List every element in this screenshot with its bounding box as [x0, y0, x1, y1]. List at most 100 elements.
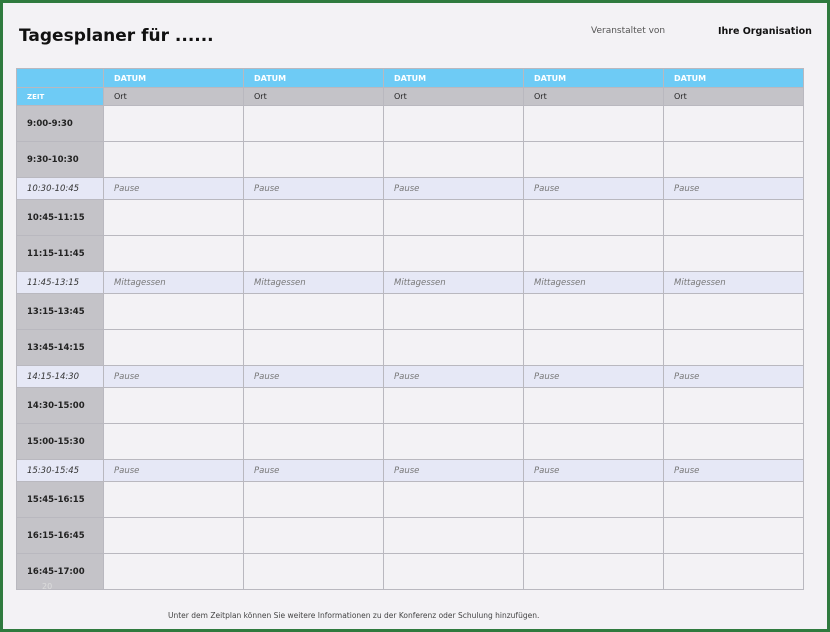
break-cell[interactable]: Pause: [383, 365, 524, 388]
session-cell[interactable]: [663, 553, 804, 590]
break-cell[interactable]: Pause: [383, 177, 524, 200]
session-cell[interactable]: [663, 387, 804, 424]
break-cell[interactable]: Mittagessen: [243, 271, 384, 294]
session-cell[interactable]: [663, 517, 804, 554]
session-cell[interactable]: [383, 105, 524, 142]
location-cell[interactable]: Ort: [663, 87, 804, 106]
time-cell: 14:15-14:30: [16, 365, 104, 388]
session-cell[interactable]: [103, 235, 244, 272]
break-cell[interactable]: Pause: [103, 365, 244, 388]
break-cell[interactable]: Pause: [383, 459, 524, 482]
break-cell[interactable]: Mittagessen: [523, 271, 664, 294]
break-cell[interactable]: Pause: [103, 177, 244, 200]
break-cell[interactable]: Mittagessen: [103, 271, 244, 294]
time-cell: 14:30-15:00: [16, 387, 104, 424]
session-cell[interactable]: [523, 235, 664, 272]
location-cell[interactable]: Ort: [103, 87, 244, 106]
session-cell[interactable]: [383, 387, 524, 424]
session-cell[interactable]: [523, 105, 664, 142]
session-cell[interactable]: [383, 553, 524, 590]
session-cell[interactable]: [523, 423, 664, 460]
session-cell[interactable]: [103, 105, 244, 142]
session-cell[interactable]: [523, 141, 664, 178]
session-cell[interactable]: [243, 517, 384, 554]
break-cell[interactable]: Pause: [103, 459, 244, 482]
session-cell[interactable]: [103, 517, 244, 554]
break-cell[interactable]: Mittagessen: [663, 271, 804, 294]
session-cell[interactable]: [383, 481, 524, 518]
session-cell[interactable]: [243, 105, 384, 142]
time-cell: 15:30-15:45: [16, 459, 104, 482]
session-cell[interactable]: [663, 423, 804, 460]
session-cell[interactable]: [383, 329, 524, 366]
session-cell[interactable]: [523, 293, 664, 330]
session-cell[interactable]: [383, 423, 524, 460]
session-cell[interactable]: [383, 235, 524, 272]
session-cell[interactable]: [243, 199, 384, 236]
table-row: 9:00-9:30: [16, 105, 804, 142]
session-cell[interactable]: [523, 387, 664, 424]
break-cell[interactable]: Pause: [243, 177, 384, 200]
break-cell[interactable]: Pause: [523, 177, 664, 200]
session-cell[interactable]: [243, 387, 384, 424]
session-cell[interactable]: [663, 199, 804, 236]
session-cell[interactable]: [103, 553, 244, 590]
page-title: Tagesplaner für ......: [19, 26, 214, 46]
session-cell[interactable]: [243, 329, 384, 366]
session-cell[interactable]: [103, 423, 244, 460]
session-cell[interactable]: [383, 199, 524, 236]
session-cell[interactable]: [243, 553, 384, 590]
organized-by-label: Veranstaltet von: [591, 26, 666, 36]
time-cell: 11:45-13:15: [16, 271, 104, 294]
session-cell[interactable]: [243, 481, 384, 518]
session-cell[interactable]: [663, 329, 804, 366]
break-cell[interactable]: Pause: [243, 459, 384, 482]
organization-name[interactable]: Ihre Organisation: [718, 26, 812, 37]
session-cell[interactable]: [243, 293, 384, 330]
session-cell[interactable]: [523, 517, 664, 554]
session-cell[interactable]: [663, 141, 804, 178]
table-row: 10:45-11:15: [16, 199, 804, 236]
session-cell[interactable]: [383, 293, 524, 330]
session-cell[interactable]: [523, 199, 664, 236]
location-cell[interactable]: Ort: [243, 87, 384, 106]
date-header[interactable]: DATUM: [243, 68, 384, 88]
session-cell[interactable]: [103, 481, 244, 518]
date-header[interactable]: DATUM: [383, 68, 524, 88]
break-cell[interactable]: Pause: [663, 177, 804, 200]
session-cell[interactable]: [663, 481, 804, 518]
session-cell[interactable]: [103, 387, 244, 424]
break-cell[interactable]: Pause: [243, 365, 384, 388]
date-header[interactable]: DATUM: [663, 68, 804, 88]
session-cell[interactable]: [383, 517, 524, 554]
session-cell[interactable]: [103, 329, 244, 366]
date-header[interactable]: DATUM: [523, 68, 664, 88]
break-cell[interactable]: Pause: [523, 365, 664, 388]
session-cell[interactable]: [103, 293, 244, 330]
location-cell[interactable]: Ort: [383, 87, 524, 106]
table-row: 14:30-15:00: [16, 387, 804, 424]
session-cell[interactable]: [523, 553, 664, 590]
break-cell[interactable]: Pause: [663, 459, 804, 482]
table-row: 13:15-13:45: [16, 293, 804, 330]
session-cell[interactable]: [103, 141, 244, 178]
location-row: ZEIT Ort Ort Ort Ort Ort: [16, 87, 804, 106]
date-header[interactable]: DATUM: [103, 68, 244, 88]
time-cell: 11:15-11:45: [16, 235, 104, 272]
break-cell[interactable]: Pause: [663, 365, 804, 388]
time-header: ZEIT: [16, 87, 104, 106]
session-cell[interactable]: [523, 481, 664, 518]
time-cell: 10:45-11:15: [16, 199, 104, 236]
break-cell[interactable]: Mittagessen: [383, 271, 524, 294]
session-cell[interactable]: [383, 141, 524, 178]
break-cell[interactable]: Pause: [523, 459, 664, 482]
session-cell[interactable]: [663, 235, 804, 272]
session-cell[interactable]: [243, 423, 384, 460]
session-cell[interactable]: [243, 235, 384, 272]
session-cell[interactable]: [663, 105, 804, 142]
session-cell[interactable]: [103, 199, 244, 236]
session-cell[interactable]: [243, 141, 384, 178]
session-cell[interactable]: [523, 329, 664, 366]
location-cell[interactable]: Ort: [523, 87, 664, 106]
session-cell[interactable]: [663, 293, 804, 330]
